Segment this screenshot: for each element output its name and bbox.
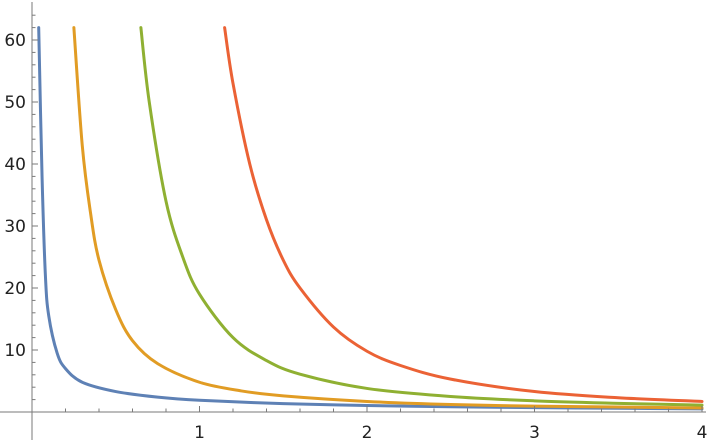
y-tick-label: 60 <box>4 31 26 51</box>
x-tick-label: 2 <box>362 423 373 443</box>
y-tick-label: 20 <box>4 279 26 299</box>
series-line-2 <box>72 26 704 410</box>
axes-layer <box>0 2 706 440</box>
y-tick-label: 40 <box>4 155 26 175</box>
series-line-1 <box>37 26 704 411</box>
tick-labels-layer: 1 2 3 4 10 20 30 40 50 60 <box>4 31 707 443</box>
series-line-3 <box>139 26 704 407</box>
y-tick-label: 10 <box>4 341 26 361</box>
y-tick-label: 30 <box>4 217 26 237</box>
ticks-layer <box>32 14 703 412</box>
y-tick-label: 50 <box>4 93 26 113</box>
x-tick-label: 3 <box>529 423 540 443</box>
series-line-4 <box>223 26 704 403</box>
series-layer <box>37 26 704 411</box>
x-tick-label: 1 <box>194 423 205 443</box>
x-tick-label: 4 <box>697 423 708 443</box>
